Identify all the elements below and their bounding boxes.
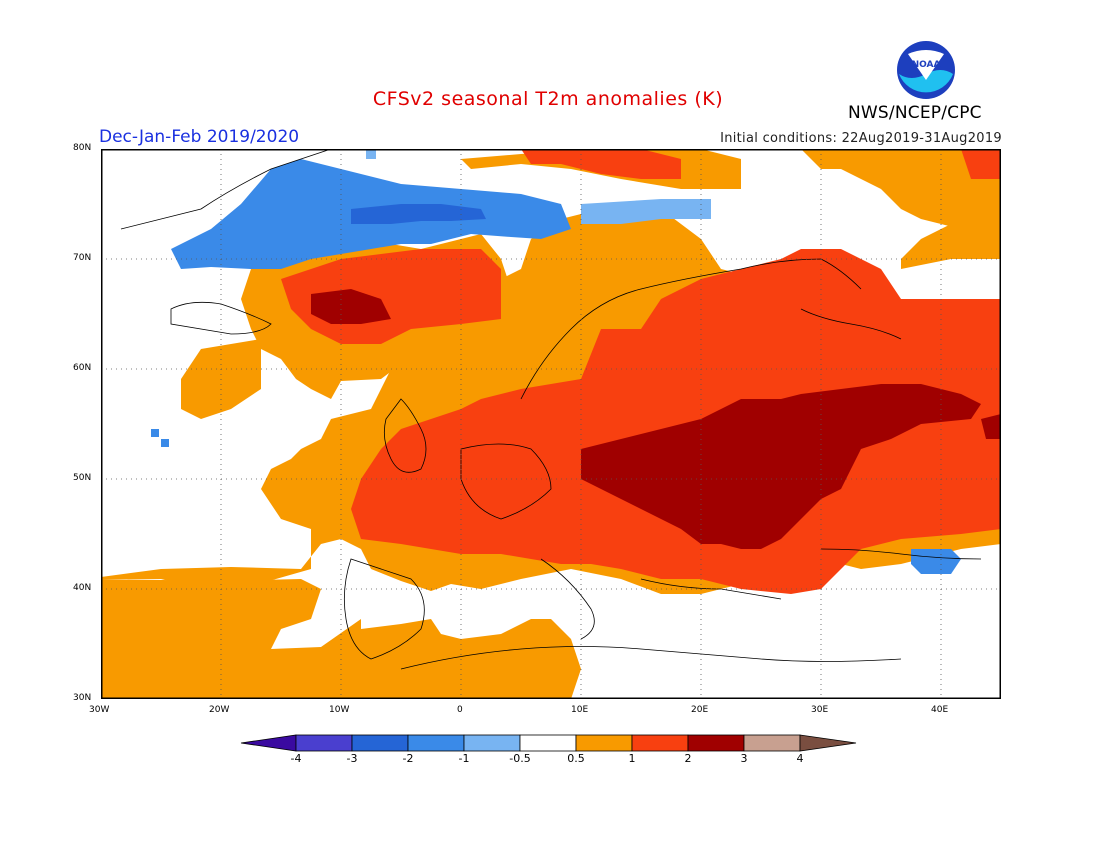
map-title: CFSv2 seasonal T2m anomalies (K) <box>372 88 724 110</box>
lon-label-0: 0 <box>457 705 463 715</box>
map-gridlines <box>101 149 1001 699</box>
lon-label-10e: 10E <box>571 705 589 715</box>
lat-label-30n: 30N <box>73 693 92 703</box>
svg-text:NOAA: NOAA <box>912 60 941 70</box>
map-frame <box>101 149 1001 699</box>
lon-label-20e: 20E <box>691 705 709 715</box>
colorbar-segment <box>351 734 409 752</box>
colorbar-tick-label: -2 <box>402 752 414 765</box>
colorbar-segment <box>463 734 521 752</box>
noaa-logo: NOAA <box>896 40 956 100</box>
colorbar-labels: -4 -3 -2 -1 -0.5 0.5 1 2 3 4 <box>0 752 1100 768</box>
colorbar-segment <box>407 734 465 752</box>
colorbar-tick-label: 3 <box>740 752 748 765</box>
colorbar-segment <box>631 734 689 752</box>
lat-label-80n: 80N <box>73 143 92 153</box>
colorbar-segment-low <box>240 734 297 752</box>
colorbar-segment <box>687 734 745 752</box>
coastlines <box>120 149 982 670</box>
initial-conditions-label: Initial conditions: 22Aug2019-31Aug2019 <box>720 131 1002 146</box>
colorbar-tick-label: -0.5 <box>509 752 531 765</box>
lon-label-20w: 20W <box>209 705 230 715</box>
anomaly-map <box>101 149 1001 699</box>
agency-label: NWS/NCEP/CPC <box>848 103 982 123</box>
colorbar-tick-label: -3 <box>346 752 358 765</box>
lon-label-40e: 40E <box>931 705 949 715</box>
colorbar-segment-high <box>799 734 857 752</box>
lon-label-30w: 30W <box>89 705 110 715</box>
colorbar-tick-label: 4 <box>796 752 804 765</box>
colorbar <box>240 734 857 752</box>
anomaly-band-darkred <box>311 289 1001 549</box>
colorbar-tick-label: -4 <box>290 752 302 765</box>
lat-label-50n: 50N <box>73 473 92 483</box>
lon-label-10w: 10W <box>329 705 350 715</box>
anomaly-band-lightblue <box>366 149 711 224</box>
colorbar-tick-label: -1 <box>458 752 470 765</box>
lon-label-30e: 30E <box>811 705 829 715</box>
lat-label-70n: 70N <box>73 253 92 263</box>
colorbar-tick-label: 0.5 <box>567 752 585 765</box>
lat-label-40n: 40N <box>73 583 92 593</box>
colorbar-segment <box>295 734 353 752</box>
season-label: Dec-Jan-Feb 2019/2020 <box>99 127 300 147</box>
anomaly-band-red <box>281 149 1001 594</box>
colorbar-segment <box>519 734 577 752</box>
colorbar-tick-label: 2 <box>684 752 692 765</box>
lat-label-60n: 60N <box>73 363 92 373</box>
anomaly-band-darkblue <box>351 204 486 224</box>
colorbar-tick-label: 1 <box>628 752 636 765</box>
colorbar-segment <box>743 734 801 752</box>
colorbar-segment <box>575 734 633 752</box>
